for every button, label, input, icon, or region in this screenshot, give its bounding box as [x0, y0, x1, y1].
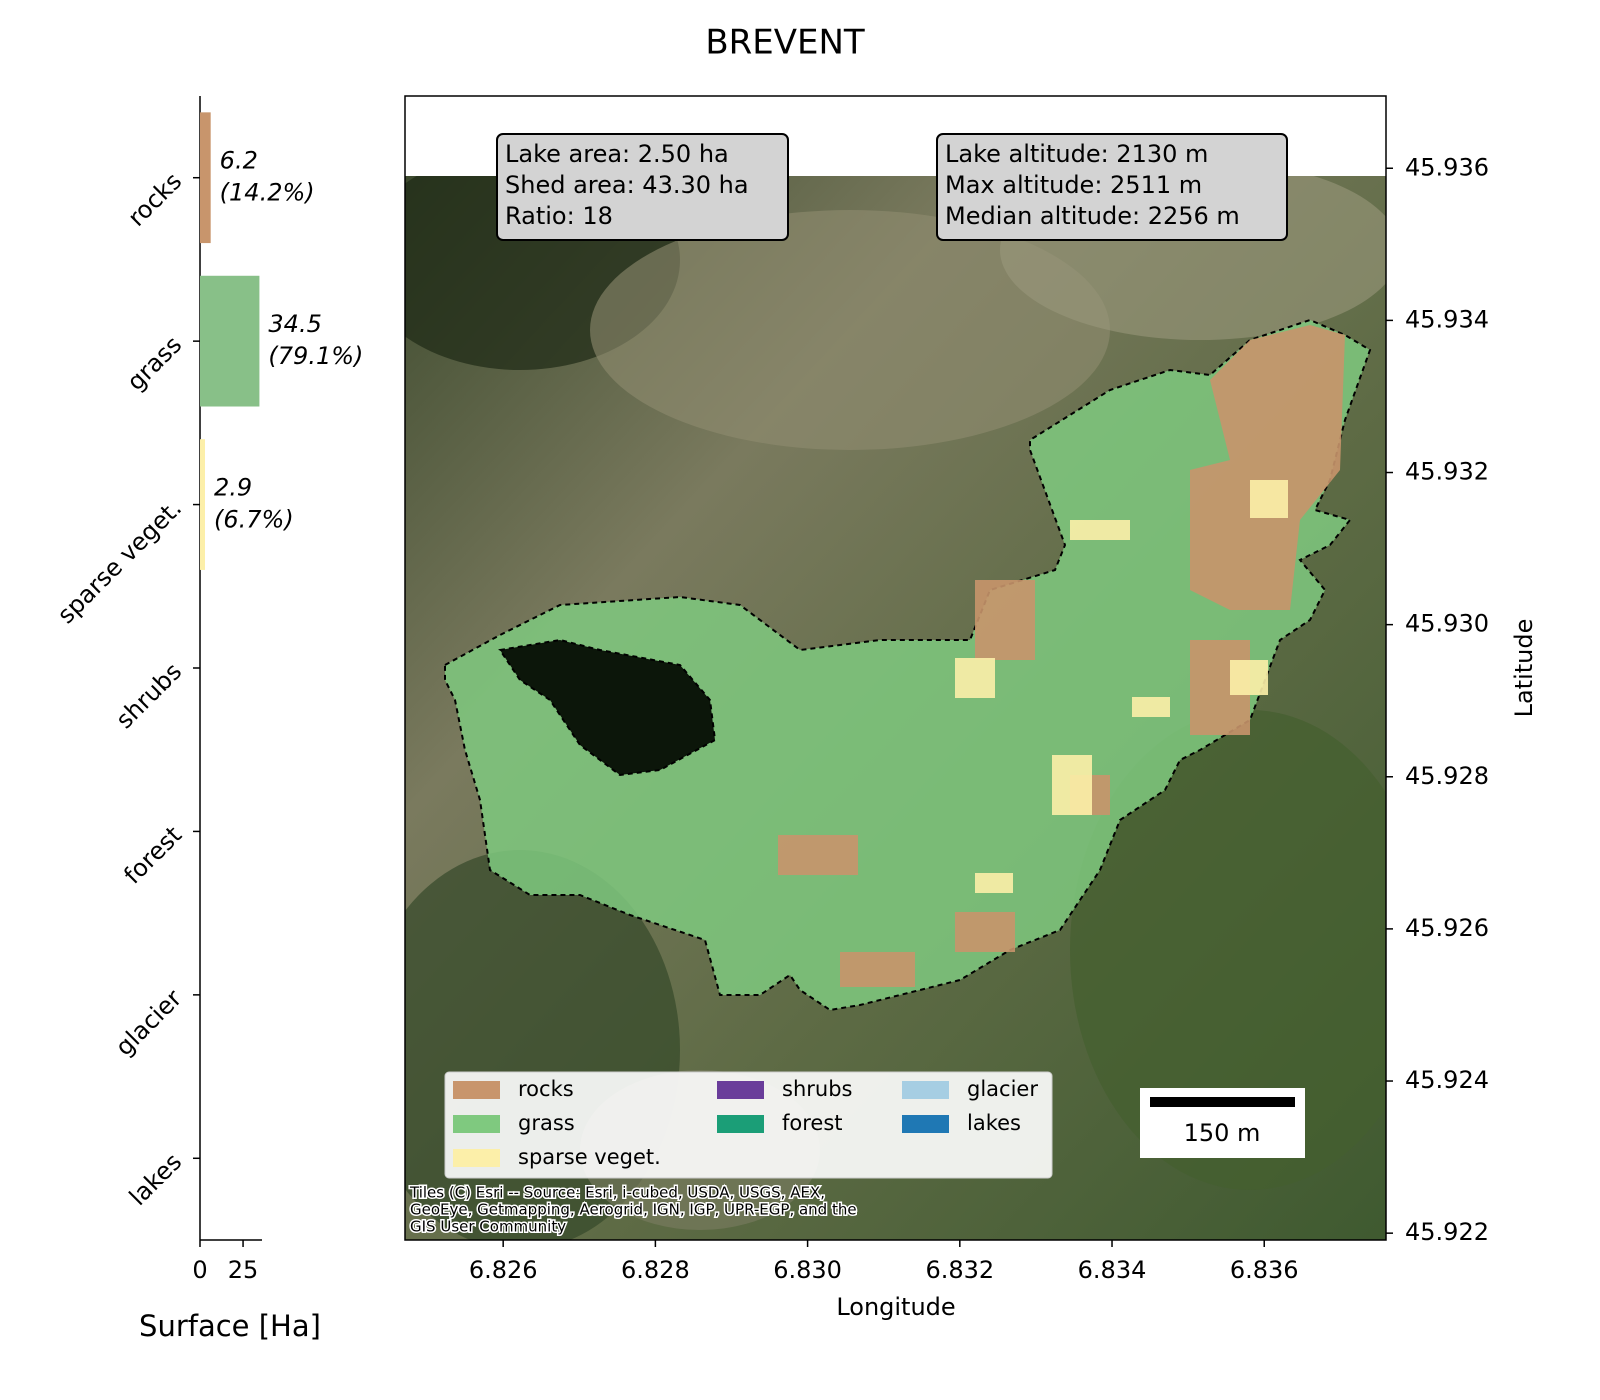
value-label: (79.1%)	[268, 342, 363, 370]
legend-label: sparse veget.	[518, 1145, 661, 1169]
legend-swatch	[717, 1115, 764, 1133]
y-tick-label: 45.936	[1405, 153, 1489, 181]
y-tick-label: glacier	[110, 984, 187, 1061]
annotation: Lake altitude: 2130 m	[945, 140, 1208, 168]
bar	[200, 275, 260, 407]
y-tick-label: 45.924	[1405, 1066, 1489, 1094]
legend-label: shrubs	[782, 1077, 852, 1101]
bar	[200, 112, 211, 244]
legend-label: grass	[518, 1111, 575, 1135]
value-label: 6.2	[220, 147, 258, 175]
attribution: Tiles (C) Esri -- Source: Esri, i-cubed,…	[409, 1184, 825, 1202]
attribution: GIS User Community	[410, 1218, 566, 1236]
legend-swatch	[453, 1115, 500, 1133]
y-tick-label: sparse veget.	[52, 494, 187, 629]
value-label: (14.2%)	[220, 179, 315, 207]
annotation: Lake area: 2.50 ha	[505, 140, 729, 168]
x-tick-label: 6.828	[621, 1256, 690, 1284]
scale-bar-label: 150 m	[1184, 1119, 1261, 1147]
legend-label: forest	[782, 1111, 843, 1135]
scale-bar	[1150, 1097, 1295, 1107]
annotation-box	[936, 133, 1288, 241]
y-tick-label: 45.926	[1405, 914, 1489, 942]
annotation: Shed area: 43.30 ha	[505, 171, 749, 199]
attribution: GeoEye, Getmapping, Aerogrid, IGN, IGP, …	[410, 1201, 857, 1219]
x-tick-label: 6.830	[773, 1256, 842, 1284]
y-tick-label: forest	[118, 821, 187, 890]
legend-label: rocks	[518, 1077, 574, 1101]
legend-swatch	[717, 1081, 764, 1099]
y-tick-label: 45.930	[1405, 610, 1489, 638]
x-tick-label: 25	[228, 1256, 259, 1284]
legend-swatch	[902, 1081, 949, 1099]
y-tick-label: lakes	[124, 1148, 187, 1211]
x-tick-label: 6.836	[1230, 1256, 1299, 1284]
value-label: 2.9	[214, 474, 252, 502]
y-tick-label: grass	[122, 331, 188, 397]
y-tick-label: rocks	[122, 167, 187, 232]
bar	[200, 439, 205, 570]
y-tick-label: 45.934	[1405, 305, 1489, 333]
x-axis-label: Longitude	[836, 1293, 955, 1321]
y-tick-label: 45.922	[1405, 1218, 1489, 1246]
annotation-box	[496, 133, 789, 241]
legend-label: glacier	[967, 1077, 1038, 1101]
annotation: Ratio: 18	[505, 202, 613, 230]
legend-swatch	[453, 1149, 500, 1167]
y-tick-label: 45.932	[1405, 458, 1489, 486]
x-tick-label: 0	[192, 1256, 207, 1284]
watershed	[444, 318, 1372, 1012]
annotation: Median altitude: 2256 m	[945, 202, 1240, 230]
value-label: (6.7%)	[214, 506, 294, 534]
y-axis-label: Latitude	[1510, 619, 1538, 718]
x-axis-label: Surface [Ha]	[139, 1309, 321, 1343]
title: BREVENT	[705, 23, 865, 63]
legend-swatch	[902, 1115, 949, 1133]
annotation: Max altitude: 2511 m	[945, 171, 1202, 199]
value-label: 34.5	[268, 310, 321, 338]
y-tick-label: shrubs	[110, 657, 187, 734]
x-tick-label: 6.834	[1078, 1256, 1147, 1284]
y-tick-label: 45.928	[1405, 762, 1489, 790]
legend-swatch	[453, 1081, 500, 1099]
x-tick-label: 6.826	[469, 1256, 538, 1284]
x-tick-label: 6.832	[925, 1256, 994, 1284]
map-frame	[404, 95, 1387, 1241]
legend-label: lakes	[967, 1111, 1021, 1135]
